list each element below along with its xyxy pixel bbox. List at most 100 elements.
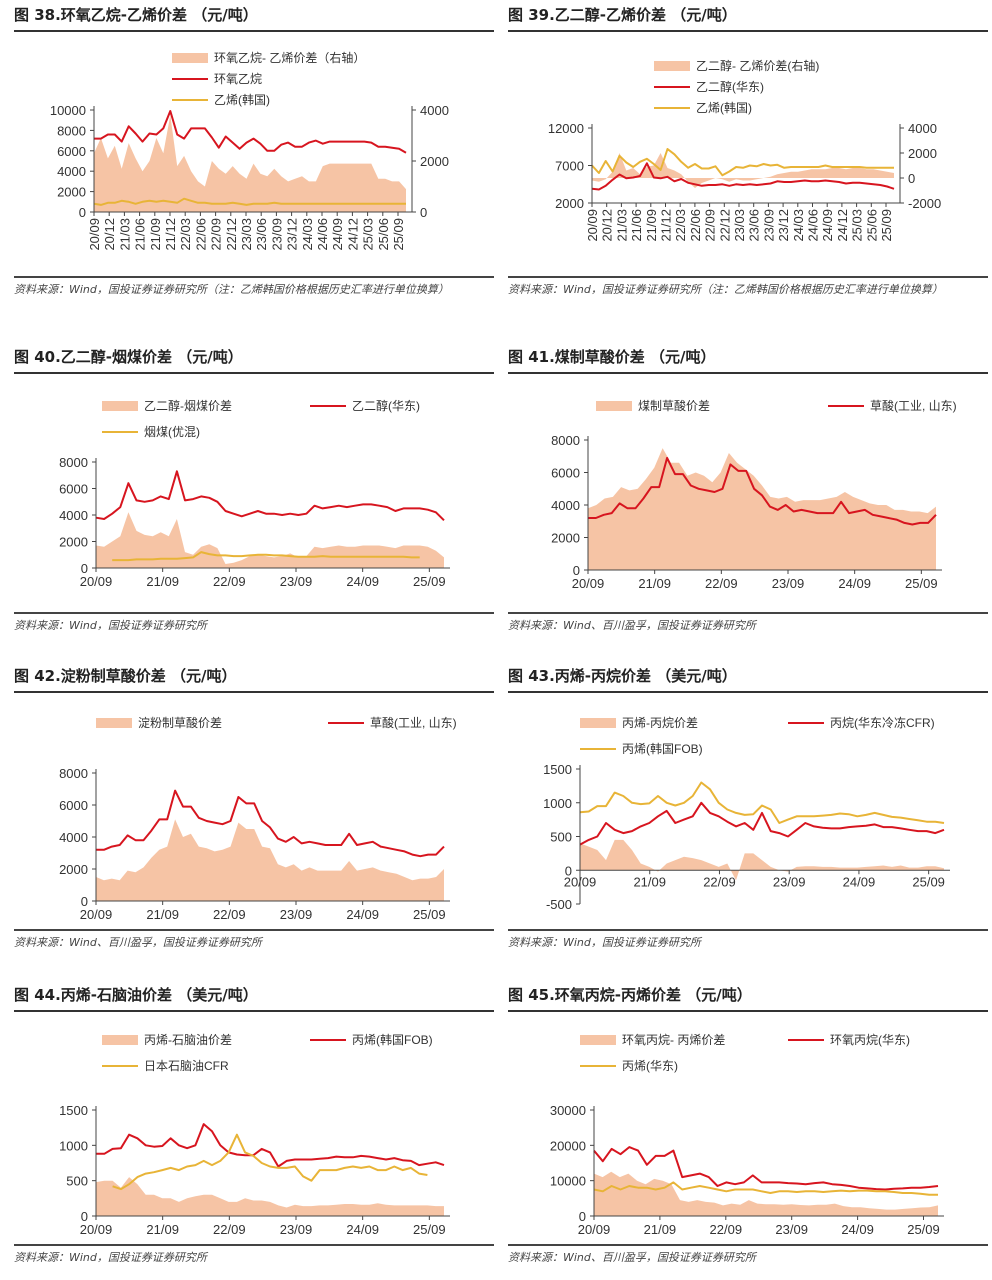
x-tick-label: 22/09	[703, 209, 718, 242]
figure-41: 图 41.煤制草酸价差 （元/吨） 0 2000 4000 6000 8000 20/09…	[508, 346, 988, 646]
title-rule	[508, 372, 988, 374]
legend-label: 丙烯-石脑油价差	[144, 1033, 232, 1047]
series-line-2	[593, 1181, 938, 1196]
legend-label: 草酸(工业, 山东)	[870, 398, 957, 413]
x-tick-label: 23/06	[254, 218, 269, 251]
y-tick-label: 8000	[59, 455, 88, 470]
x-tick-label: 20/09	[87, 218, 102, 251]
y-tick-label: 0	[81, 1209, 88, 1224]
series-line-1	[95, 470, 445, 522]
legend-label: 日本石脑油CFR	[144, 1059, 229, 1073]
x-tick-label: 21/09	[633, 874, 666, 889]
y2-tick-label: 4000	[908, 121, 937, 136]
x-tick-label: 25/06	[376, 218, 391, 251]
chart-44: 0 500 1000 1500 20/09 21/09 22/09 23/09 24/09 25/…	[59, 1032, 450, 1237]
legend-label: 丙烯(韩国FOB)	[352, 1032, 433, 1047]
x-tick-label: 25/06	[864, 209, 879, 242]
x-tick-label: 21/09	[148, 218, 163, 251]
series-line-2	[591, 148, 894, 177]
x-tick-label: 21/12	[163, 218, 178, 251]
x-tick-label: 25/09	[905, 576, 938, 591]
legend-label: 煤制草酸价差	[638, 398, 710, 413]
x-tick-label: 24/09	[346, 907, 379, 922]
x-tick-label: 24/06	[806, 209, 821, 242]
x-tick-label: 23/09	[269, 218, 284, 251]
legend-label: 乙二醇(华东)	[352, 398, 420, 413]
x-tick-label: 24/09	[346, 1222, 379, 1237]
figure-38: 图 38.环氧乙烷-乙烯价差 （元/吨） 0 2000 4000 6000 8000 10…	[14, 4, 494, 320]
x-tick-label: 22/06	[193, 218, 208, 251]
series-line-1	[588, 456, 937, 526]
series-line-2	[112, 1133, 428, 1191]
y-tick-label: 2000	[555, 196, 584, 211]
x-tick-label: 25/09	[391, 218, 406, 251]
x-tick-label: 20/09	[80, 574, 113, 589]
chart-45: 0 10000 20000 30000 20/09 21/09 22/09 23/09 24/0…	[550, 1033, 944, 1237]
series-area-0	[588, 448, 936, 570]
x-tick-label: 24/12	[345, 218, 360, 251]
y-tick-label: 0	[565, 863, 572, 878]
figure-39: 图 39.乙二醇-乙烯价差 （元/吨） 2000 7000 12000 -2000 0 2…	[508, 4, 988, 320]
legend-label: 乙烯(韩国)	[696, 100, 752, 115]
legend-label: 乙二醇-烟煤价差	[144, 398, 232, 413]
x-tick-label: 22/09	[213, 1222, 246, 1237]
figure-43: 图 43.丙烯-丙烷价差 （美元/吨） -500 0 500 1000 1500 20/0…	[508, 665, 988, 965]
figure-40: 图 40.乙二醇-烟煤价差 （元/吨） 0 2000 4000 6000 8000 20/…	[14, 346, 494, 646]
x-tick-label: 22/09	[703, 874, 736, 889]
source-rule	[14, 612, 494, 614]
x-tick-label: 21/03	[117, 218, 132, 251]
figure-title: 图 44.丙烯-石脑油价差 （美元/吨）	[14, 986, 258, 1004]
series-line-1	[94, 110, 407, 154]
figure-42: 图 42.淀粉制草酸价差 （元/吨） 0 2000 4000 6000 8000 20/0…	[14, 665, 494, 965]
legend-label: 丙烯(华东)	[622, 1059, 678, 1073]
source-rule	[14, 276, 494, 278]
source-note: 资料来源：Wind，国投证券证券研究所	[508, 936, 701, 949]
title-rule	[508, 30, 988, 32]
y-tick-label: 1500	[543, 762, 572, 777]
x-tick-label: 24/09	[843, 874, 876, 889]
y-tick-label: 2000	[59, 535, 88, 550]
source-note: 资料来源：Wind，国投证券证券研究所（注：乙烯韩国价格根据历史汇率进行单位换算…	[14, 283, 449, 296]
title-rule	[508, 1010, 988, 1012]
figure-title: 图 38.环氧乙烷-乙烯价差 （元/吨）	[14, 6, 258, 24]
x-tick-label: 20/09	[80, 907, 113, 922]
source-note: 资料来源：Wind、百川盈孚，国投证券证券研究所	[508, 619, 756, 632]
series-line-2	[579, 781, 945, 824]
x-tick-label: 23/12	[285, 218, 300, 251]
x-tick-label: 23/09	[280, 907, 313, 922]
x-tick-label: 21/06	[629, 209, 644, 242]
series-area-0	[96, 1177, 444, 1216]
x-tick-label: 24/03	[300, 218, 315, 251]
x-tick-label: 21/03	[614, 209, 629, 242]
figure-title: 图 45.环氧丙烷-丙烯价差 （元/吨）	[508, 986, 752, 1004]
legend-label: 环氧乙烷	[214, 72, 262, 86]
y-tick-label: 500	[550, 830, 572, 845]
y-tick-label: 500	[66, 1174, 88, 1189]
y-tick-label: 6000	[551, 466, 580, 481]
x-tick-label: 21/09	[644, 1222, 677, 1237]
x-tick-label: 22/09	[209, 218, 224, 251]
x-tick-label: 25/09	[912, 874, 945, 889]
series-line-2	[93, 197, 406, 206]
x-tick-label: 24/06	[315, 218, 330, 251]
legend-swatch-area	[596, 401, 632, 411]
legend-label: 烟煤(优混)	[144, 425, 200, 439]
title-rule	[14, 30, 494, 32]
y-tick-label: -500	[546, 897, 572, 912]
y-tick-label: 30000	[550, 1103, 586, 1118]
x-tick-label: 24/09	[838, 576, 871, 591]
y-tick-label: 0	[81, 894, 88, 909]
y-tick-label: 8000	[551, 433, 580, 448]
x-tick-label: 22/06	[688, 209, 703, 242]
legend-label: 淀粉制草酸价差	[138, 715, 222, 730]
y-tick-label: 10000	[550, 1174, 586, 1189]
y-tick-label: 2000	[551, 531, 580, 546]
legend-swatch-area	[580, 718, 616, 728]
y-tick-label: 4000	[551, 498, 580, 513]
x-tick-label: 21/09	[146, 1222, 179, 1237]
y-tick-label: 6000	[57, 144, 86, 159]
x-tick-label: 23/09	[280, 1222, 313, 1237]
x-tick-label: 23/09	[761, 209, 776, 242]
x-tick-label: 25/09	[879, 209, 894, 242]
